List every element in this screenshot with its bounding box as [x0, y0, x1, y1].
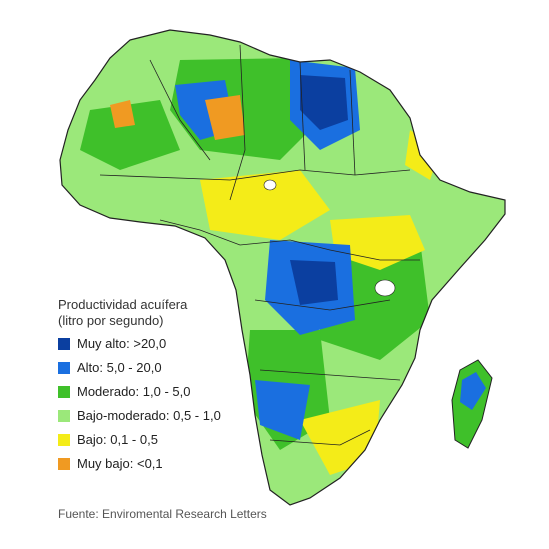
legend-swatch: [58, 385, 70, 398]
muy-alto-zone-sahara: [300, 75, 348, 130]
africa-outline: [59, 29, 506, 506]
legend-title: Productividad acuífera (litro por segund…: [58, 297, 221, 329]
muy-alto-zone-congo-basin: [290, 260, 338, 305]
legend-item: Moderado: 1,0 - 5,0: [58, 382, 221, 401]
country-borders: [99, 44, 420, 446]
legend-items: Muy alto: >20,0 Alto: 5,0 - 20,0 Moderad…: [58, 334, 221, 473]
legend-item: Bajo-moderado: 0,5 - 1,0: [58, 406, 221, 425]
legend-swatch: [58, 433, 70, 446]
bajo-zone-sahel: [200, 170, 330, 240]
muy-bajo-zone-morocco: [110, 100, 135, 128]
lake-victoria: [374, 279, 396, 297]
legend-swatch: [58, 457, 70, 470]
legend-swatch: [58, 337, 70, 350]
legend-swatch: [58, 361, 70, 374]
legend-swatch: [58, 409, 70, 422]
legend-item: Muy alto: >20,0: [58, 334, 221, 353]
source-caption: Fuente: Enviromental Research Letters: [58, 507, 267, 521]
legend-label: Bajo: 0,1 - 0,5: [77, 432, 158, 447]
legend-item: Bajo: 0,1 - 0,5: [58, 430, 221, 449]
legend-label: Moderado: 1,0 - 5,0: [77, 384, 191, 399]
legend-item: Muy bajo: <0,1: [58, 454, 221, 473]
moderado-zone-west: [80, 100, 180, 170]
map-legend: Productividad acuífera (litro por segund…: [58, 297, 221, 478]
legend-label: Muy alto: >20,0: [77, 336, 167, 351]
legend-label: Muy bajo: <0,1: [77, 456, 163, 471]
alto-zone-angola: [255, 380, 310, 440]
legend-label: Bajo-moderado: 0,5 - 1,0: [77, 408, 221, 423]
muy-bajo-zone-hoggar: [205, 95, 245, 140]
bajo-zone-horn: [330, 215, 425, 270]
legend-label: Alto: 5,0 - 20,0: [77, 360, 162, 375]
legend-title-line2: (litro por segundo): [58, 313, 164, 328]
lake-chad: [263, 179, 277, 191]
madagascar-alto-zone: [460, 372, 486, 410]
legend-item: Alto: 5,0 - 20,0: [58, 358, 221, 377]
legend-title-line1: Productividad acuífera: [58, 297, 188, 312]
